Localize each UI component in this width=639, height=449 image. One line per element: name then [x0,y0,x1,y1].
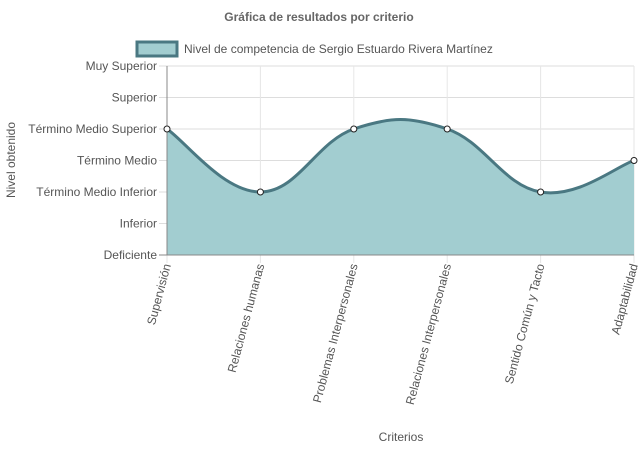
data-point[interactable] [256,188,264,196]
series-area [166,118,635,255]
y-axis-title: Nivel obtenido [4,122,18,198]
x-tick-label: Relaciones humanas [225,262,268,374]
y-axis-ticks: Deficiente Inferior Término Medio Inferior… [28,59,157,262]
y-tick-label: Superior [112,91,157,105]
x-tick-label: Relaciones Interpersonales [403,262,454,406]
chart-title: Gráfica de resultados por criterio [224,10,413,24]
x-tick-label: Sentido Común y Tacto [502,262,548,386]
x-axis-title: Criterios [379,430,424,444]
y-tick-label: Inferior [120,217,157,231]
y-tick-label: Término Medio [77,154,157,168]
axes [159,66,634,256]
y-tick-label: Deficiente [104,248,158,262]
x-tick-label: Supervisión [144,262,174,326]
series-area-fill [167,119,634,255]
x-tick-label: Adaptabilidad [609,262,639,336]
data-point[interactable] [163,125,171,133]
data-point[interactable] [350,125,358,133]
data-point[interactable] [630,157,638,164]
y-tick-label: Término Medio Superior [28,122,157,136]
data-points [163,125,638,196]
y-tick-label: Término Medio Inferior [36,185,157,199]
legend-label[interactable]: Nivel de competencia de Sergio Estuardo … [184,42,493,56]
data-point[interactable] [537,188,545,196]
legend-swatch[interactable] [135,40,179,58]
x-axis-ticks: Supervisión Relaciones humanas Problemas I… [144,262,639,406]
series-line [166,118,635,195]
data-point[interactable] [443,125,451,133]
x-tick-label: Problemas Interpersonales [310,262,361,404]
y-tick-label: Muy Superior [86,59,157,73]
